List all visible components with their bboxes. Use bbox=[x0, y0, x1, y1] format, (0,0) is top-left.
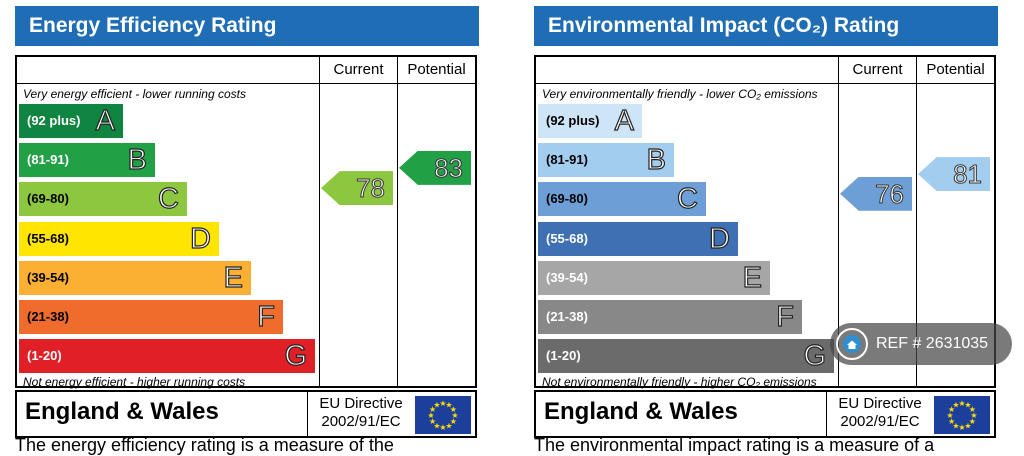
bottom-note: Not energy efficient - higher running co… bbox=[23, 375, 246, 389]
band-range-label: (69-80) bbox=[27, 191, 69, 207]
potential-rating-arrow: 83 bbox=[399, 150, 471, 185]
potential-rating-value: 83 bbox=[434, 152, 464, 183]
top-note: Very energy efficient - lower running co… bbox=[23, 87, 246, 101]
band-bar-f: (21-38) F bbox=[19, 300, 283, 334]
band-bar-c: (69-80) C bbox=[538, 182, 706, 217]
band-range-label: (55-68) bbox=[27, 230, 69, 246]
current-rating-value: 76 bbox=[875, 178, 905, 209]
current-column-header: Current bbox=[852, 61, 903, 78]
band-range-label: (21-38) bbox=[27, 309, 69, 324]
eu-flag-icon: ★ ★ ★ ★ ★ ★ ★ ★ ★ ★ ★ ★ bbox=[415, 396, 471, 434]
eu-star-icon: ★ bbox=[970, 411, 977, 420]
footer: England & Wales EU Directive 2002/91/EC … bbox=[534, 390, 996, 438]
reference-badge: REF # 2631035 bbox=[830, 323, 1012, 365]
footer: England & Wales EU Directive 2002/91/EC … bbox=[15, 390, 477, 438]
eu-star-icon: ★ bbox=[952, 421, 959, 430]
eu-directive: EU Directive 2002/91/EC bbox=[319, 395, 403, 430]
top-note: Very environmentally friendly - lower CO… bbox=[542, 87, 818, 101]
band-range-label: (39-54) bbox=[546, 269, 588, 285]
band-range-label: (69-80) bbox=[546, 191, 588, 207]
band-letter: B bbox=[646, 144, 667, 177]
eu-star-icon: ★ bbox=[450, 417, 457, 426]
band-range-label: (92 plus) bbox=[27, 113, 81, 128]
band-letter: G bbox=[284, 340, 308, 373]
eu-star-icon: ★ bbox=[948, 405, 955, 414]
band-bar-g: (1-20) G bbox=[19, 339, 315, 374]
band-range-label: (39-54) bbox=[27, 269, 69, 285]
band-letter: F bbox=[776, 300, 795, 333]
bottom-note: Not environmentally friendly - higher CO… bbox=[542, 375, 817, 389]
rating-table: Current Potential Very environmentally f… bbox=[534, 55, 996, 389]
band-range-label: (55-68) bbox=[546, 230, 588, 246]
band-letter: A bbox=[614, 104, 635, 137]
band-bar-d: (55-68) D bbox=[19, 221, 219, 256]
band-letter: G bbox=[803, 340, 827, 373]
band-letter: F bbox=[257, 300, 276, 333]
eu-star-icon: ★ bbox=[427, 411, 434, 420]
region-label: England & Wales bbox=[544, 398, 738, 425]
band-letter: E bbox=[223, 261, 244, 294]
eu-star-icon: ★ bbox=[439, 423, 446, 432]
chart-title: Energy Efficiency Rating bbox=[15, 6, 479, 46]
eu-star-icon: ★ bbox=[445, 421, 452, 430]
band-letter: B bbox=[127, 144, 148, 177]
eu-star-icon: ★ bbox=[445, 401, 452, 410]
band-bar-a: (92 plus) A bbox=[19, 104, 123, 138]
band-bar-e: (39-54) E bbox=[19, 260, 251, 295]
band-bar-f: (21-38) F bbox=[538, 300, 802, 334]
eu-star-icon: ★ bbox=[969, 417, 976, 426]
eu-flag-icon: ★ ★ ★ ★ ★ ★ ★ ★ ★ ★ ★ ★ bbox=[934, 396, 990, 434]
eu-star-icon: ★ bbox=[439, 399, 446, 408]
band-letter: C bbox=[676, 183, 698, 216]
rating-table: Current Potential Very energy efficient … bbox=[15, 55, 477, 389]
band-letter: A bbox=[95, 104, 116, 137]
eu-star-icon: ★ bbox=[946, 411, 953, 420]
current-rating-arrow: 76 bbox=[840, 176, 912, 211]
chart-title: Environmental Impact (CO₂) Rating bbox=[534, 6, 998, 46]
eu-star-icon: ★ bbox=[451, 411, 458, 420]
potential-column-header: Potential bbox=[407, 61, 466, 78]
eu-star-icon: ★ bbox=[450, 405, 457, 414]
band-bar-b: (81-91) B bbox=[19, 143, 155, 178]
band-bar-b: (81-91) B bbox=[538, 143, 674, 178]
band-range-label: (1-20) bbox=[27, 348, 62, 364]
eu-star-icon: ★ bbox=[429, 417, 436, 426]
band-range-label: (81-91) bbox=[546, 152, 588, 168]
band-range-label: (92 plus) bbox=[546, 113, 600, 128]
potential-rating-value: 81 bbox=[953, 159, 983, 190]
potential-rating-arrow: 81 bbox=[918, 157, 990, 192]
eu-star-icon: ★ bbox=[964, 401, 971, 410]
band-letter: D bbox=[189, 222, 211, 255]
eu-star-icon: ★ bbox=[948, 417, 955, 426]
band-letter: C bbox=[157, 183, 179, 216]
band-range-label: (81-91) bbox=[27, 152, 69, 168]
band-range-label: (1-20) bbox=[546, 348, 581, 364]
band-letter: D bbox=[708, 222, 730, 255]
eu-star-icon: ★ bbox=[958, 423, 965, 432]
band-range-label: (21-38) bbox=[546, 309, 588, 324]
band-bar-g: (1-20) G bbox=[538, 339, 834, 374]
energy-efficiency-panel: Energy Efficiency Rating Current Potenti… bbox=[15, 6, 479, 446]
eu-star-icon: ★ bbox=[433, 421, 440, 430]
band-bar-d: (55-68) D bbox=[538, 221, 738, 256]
region-label: England & Wales bbox=[25, 398, 219, 425]
eu-star-icon: ★ bbox=[952, 401, 959, 410]
band-bar-a: (92 plus) A bbox=[538, 104, 642, 138]
eu-directive: EU Directive 2002/91/EC bbox=[838, 395, 922, 430]
current-rating-arrow: 78 bbox=[321, 171, 393, 206]
band-letter: E bbox=[742, 261, 763, 294]
eu-star-icon: ★ bbox=[958, 399, 965, 408]
band-bar-c: (69-80) C bbox=[19, 182, 187, 217]
reference-text: REF # 2631035 bbox=[876, 335, 989, 352]
current-rating-value: 78 bbox=[356, 173, 386, 204]
home-icon bbox=[836, 328, 868, 360]
current-column-header: Current bbox=[333, 61, 384, 78]
environmental-impact-panel: Environmental Impact (CO₂) Rating Curren… bbox=[534, 6, 998, 446]
eu-star-icon: ★ bbox=[433, 401, 440, 410]
potential-column-header: Potential bbox=[926, 61, 985, 78]
eu-star-icon: ★ bbox=[964, 421, 971, 430]
eu-star-icon: ★ bbox=[969, 405, 976, 414]
eu-star-icon: ★ bbox=[429, 405, 436, 414]
band-bar-e: (39-54) E bbox=[538, 260, 770, 295]
